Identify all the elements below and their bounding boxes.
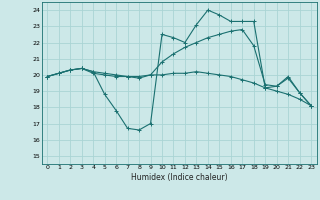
X-axis label: Humidex (Indice chaleur): Humidex (Indice chaleur) bbox=[131, 173, 228, 182]
